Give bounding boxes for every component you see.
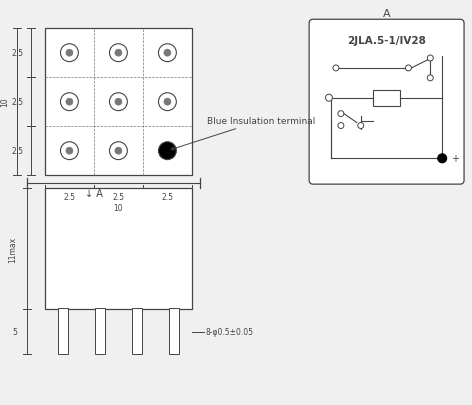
Text: 2.5: 2.5 xyxy=(63,192,76,201)
Circle shape xyxy=(159,94,177,111)
Text: 2.5: 2.5 xyxy=(161,192,173,201)
Text: A: A xyxy=(383,9,390,19)
Circle shape xyxy=(333,66,339,72)
Circle shape xyxy=(438,154,447,163)
Circle shape xyxy=(164,99,171,106)
Text: 2.5: 2.5 xyxy=(112,192,125,201)
Circle shape xyxy=(326,95,332,102)
Circle shape xyxy=(338,123,344,129)
Circle shape xyxy=(60,45,78,62)
Text: 2JLA.5-1/IV28: 2JLA.5-1/IV28 xyxy=(347,36,426,46)
Circle shape xyxy=(338,111,344,117)
Circle shape xyxy=(427,56,433,62)
Bar xyxy=(169,309,178,354)
Text: 10: 10 xyxy=(114,204,123,213)
Bar xyxy=(95,309,105,354)
Bar xyxy=(373,91,400,107)
FancyBboxPatch shape xyxy=(309,20,464,185)
Circle shape xyxy=(66,99,73,106)
Text: 2.5: 2.5 xyxy=(11,98,23,107)
Bar xyxy=(59,309,68,354)
Text: Blue Insulation terminal: Blue Insulation terminal xyxy=(171,117,315,151)
Circle shape xyxy=(60,143,78,160)
Circle shape xyxy=(159,143,177,160)
Text: +: + xyxy=(451,154,459,164)
Circle shape xyxy=(115,50,122,57)
Circle shape xyxy=(66,148,73,155)
Circle shape xyxy=(159,45,177,62)
Bar xyxy=(45,189,192,309)
Circle shape xyxy=(164,50,171,57)
Text: 8-φ0.5±0.05: 8-φ0.5±0.05 xyxy=(206,327,254,336)
Text: 5: 5 xyxy=(12,327,17,336)
Text: 10: 10 xyxy=(0,98,9,107)
Circle shape xyxy=(358,123,364,129)
Circle shape xyxy=(60,94,78,111)
Circle shape xyxy=(427,76,433,82)
Bar xyxy=(45,29,192,176)
Text: 2.5: 2.5 xyxy=(11,147,23,156)
Circle shape xyxy=(115,99,122,106)
Circle shape xyxy=(66,50,73,57)
Circle shape xyxy=(115,148,122,155)
Text: ↓ A: ↓ A xyxy=(84,189,102,198)
Text: 2.5: 2.5 xyxy=(11,49,23,58)
Circle shape xyxy=(110,143,127,160)
Circle shape xyxy=(110,94,127,111)
Bar xyxy=(132,309,142,354)
Text: 11max: 11max xyxy=(8,236,17,262)
Circle shape xyxy=(405,66,412,72)
Circle shape xyxy=(110,45,127,62)
